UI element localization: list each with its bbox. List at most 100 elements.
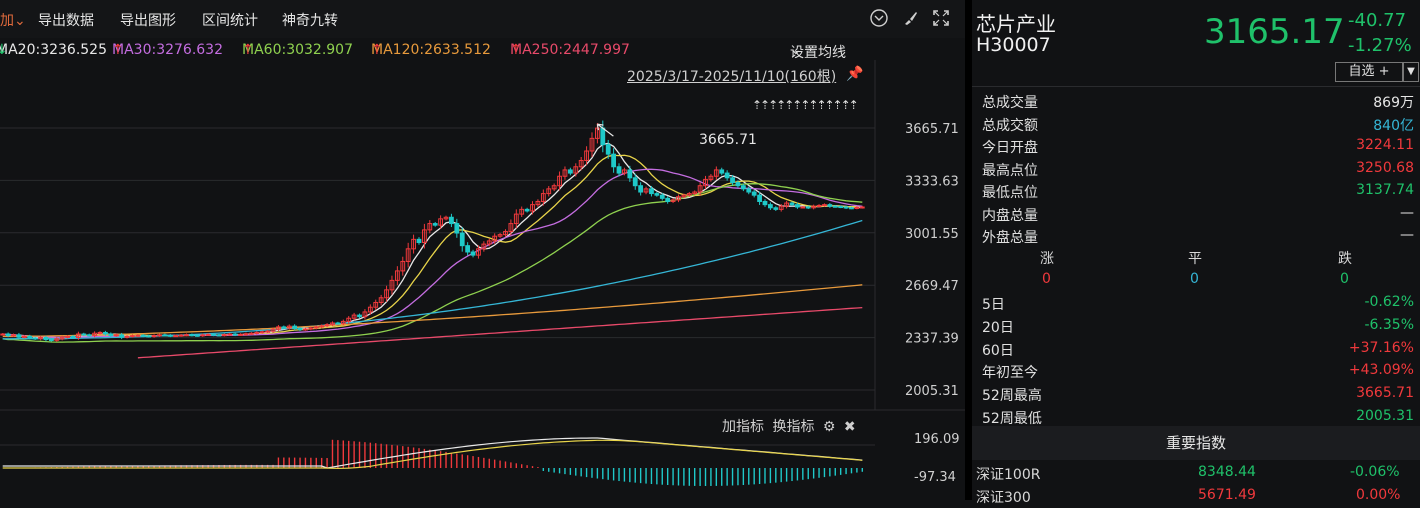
peak-label: 3665.71 (699, 132, 757, 148)
candle-body (611, 153, 617, 168)
ma-line (2, 142, 863, 340)
switch-indicator-button[interactable]: 换指标 (772, 419, 815, 435)
range-stats-button[interactable]: 区间统计 (202, 13, 258, 29)
candle-body (346, 317, 352, 322)
toolbar-add-menu[interactable]: 加⌄ (0, 13, 26, 29)
stat-row: 最低点位 3137.74 (982, 180, 1414, 203)
candle-body (297, 328, 303, 331)
y-tick-label: 3001.55 (905, 227, 959, 242)
perf-value: +37.16% (1348, 339, 1414, 356)
candle-body (670, 199, 676, 202)
ma-legend: MA20:3236.525 ↓ MA30:3276.632 ↑ MA60:3032… (0, 42, 846, 61)
candle-body (292, 325, 298, 330)
export-chart-button[interactable]: 导出图形 (120, 13, 176, 29)
collapse-circle-icon[interactable] (869, 9, 889, 29)
candle-body (124, 335, 130, 338)
add-watchlist-button[interactable]: 自选 + (1335, 62, 1403, 82)
candle-body (773, 207, 779, 210)
candle-body (238, 333, 243, 336)
candle-body (259, 331, 265, 334)
candle-body (335, 322, 341, 325)
candle-body (384, 289, 389, 299)
candle-body (816, 204, 822, 207)
candle-body (394, 270, 400, 281)
date-range-label[interactable]: 2025/3/17-2025/11/10(160根) (627, 69, 837, 85)
indicator-pane (2, 437, 863, 486)
index-row-value: 5671.49 (1198, 487, 1256, 503)
candle-body (38, 337, 43, 340)
candle-body (357, 314, 362, 318)
pin-icon[interactable]: 📌 (846, 66, 864, 82)
fullscreen-icon[interactable] (931, 9, 951, 29)
candle-body (443, 216, 449, 220)
candle-body (16, 334, 22, 338)
y-tick-label: 2669.47 (905, 279, 959, 294)
price-change: -40.77 (1348, 10, 1407, 31)
candle-body (686, 193, 692, 196)
panel-divider[interactable] (965, 0, 972, 500)
index-row-value: 8348.44 (1198, 464, 1256, 480)
candle-body (75, 333, 81, 339)
stat-value: 3250.68 (1356, 159, 1414, 176)
candle-body (373, 301, 379, 308)
candle-body (81, 333, 87, 336)
add-indicator-button[interactable]: 加指标 (722, 419, 764, 435)
candle-body (605, 144, 611, 155)
candle-body (303, 328, 308, 331)
candle-body (367, 306, 373, 313)
index-row-szse100r[interactable]: 深证100R 8348.44 -0.06% (972, 462, 1420, 485)
dea-line (2, 439, 863, 470)
candle-body (70, 335, 76, 339)
stat-row: 总成交量 869万 (982, 90, 1414, 113)
candle-body (530, 204, 535, 212)
index-row-szse300[interactable]: 深证300 5671.49 0.00% (972, 485, 1420, 508)
candle-body (184, 334, 189, 337)
candle-body (27, 335, 33, 339)
candle-body (146, 335, 152, 338)
stat-row: 外盘总量 — (982, 225, 1414, 248)
perf-value: 3665.71 (1356, 385, 1414, 402)
candle-body (248, 332, 254, 335)
ma-line (2, 284, 863, 338)
perf-label: 52周最高 (982, 388, 1042, 405)
candle-body (5, 333, 11, 337)
magic-nine-button[interactable]: 神奇九转 (282, 13, 338, 29)
candle-body (697, 185, 703, 193)
candle-body (524, 208, 530, 212)
stat-row: 总成交额 840亿 (982, 113, 1414, 136)
candle-body (276, 326, 281, 330)
candle-body (173, 335, 179, 338)
kline-svg: 3665.71 3333.63 3001.55 2669.47 2337.39 2005.… (0, 60, 965, 486)
candle-body (827, 204, 833, 207)
stat-label: 内盘总量 (982, 207, 1038, 224)
index-name: 芯片产业 (976, 12, 1056, 36)
candle-body (832, 205, 838, 208)
perf-row: 60日 +37.16% (982, 338, 1414, 361)
candle-body (562, 169, 568, 177)
y-axis: 3665.71 3333.63 3001.55 2669.47 2337.39 2005.… (905, 122, 959, 399)
candle-body (416, 238, 422, 244)
candle-body (449, 216, 454, 225)
candle-body (654, 193, 660, 196)
stat-label: 最高点位 (982, 162, 1038, 179)
updown-value-flat: 0 (1190, 271, 1199, 287)
perf-label: 52周最低 (982, 411, 1042, 427)
kline-chart[interactable]: 2025/3/17-2025/11/10(160根) 📌 ⇡⇡⇡⇡⇡⇡⇡⇡⇡⇡⇡… (0, 60, 965, 500)
perf-label: 5日 (982, 297, 1005, 313)
brush-icon[interactable] (900, 9, 920, 29)
export-data-button[interactable]: 导出数据 (38, 13, 94, 29)
updown-value-down: 0 (1340, 271, 1349, 287)
candle-body (21, 335, 27, 338)
candle-body (849, 207, 854, 210)
perf-label: 年初至今 (982, 365, 1038, 382)
watchlist-dropdown-icon[interactable]: ▼ (1403, 62, 1419, 82)
candle-body (497, 234, 503, 237)
candle-body (703, 178, 708, 187)
updown-label-down: 跌 (1338, 251, 1352, 267)
gear-icon[interactable]: ⚙ (822, 419, 836, 435)
candle-body (627, 169, 633, 179)
candle-body (54, 338, 60, 341)
candle-body (632, 177, 638, 187)
stat-value: 869万 (1373, 95, 1414, 111)
close-icon[interactable]: ✖ (843, 419, 856, 435)
